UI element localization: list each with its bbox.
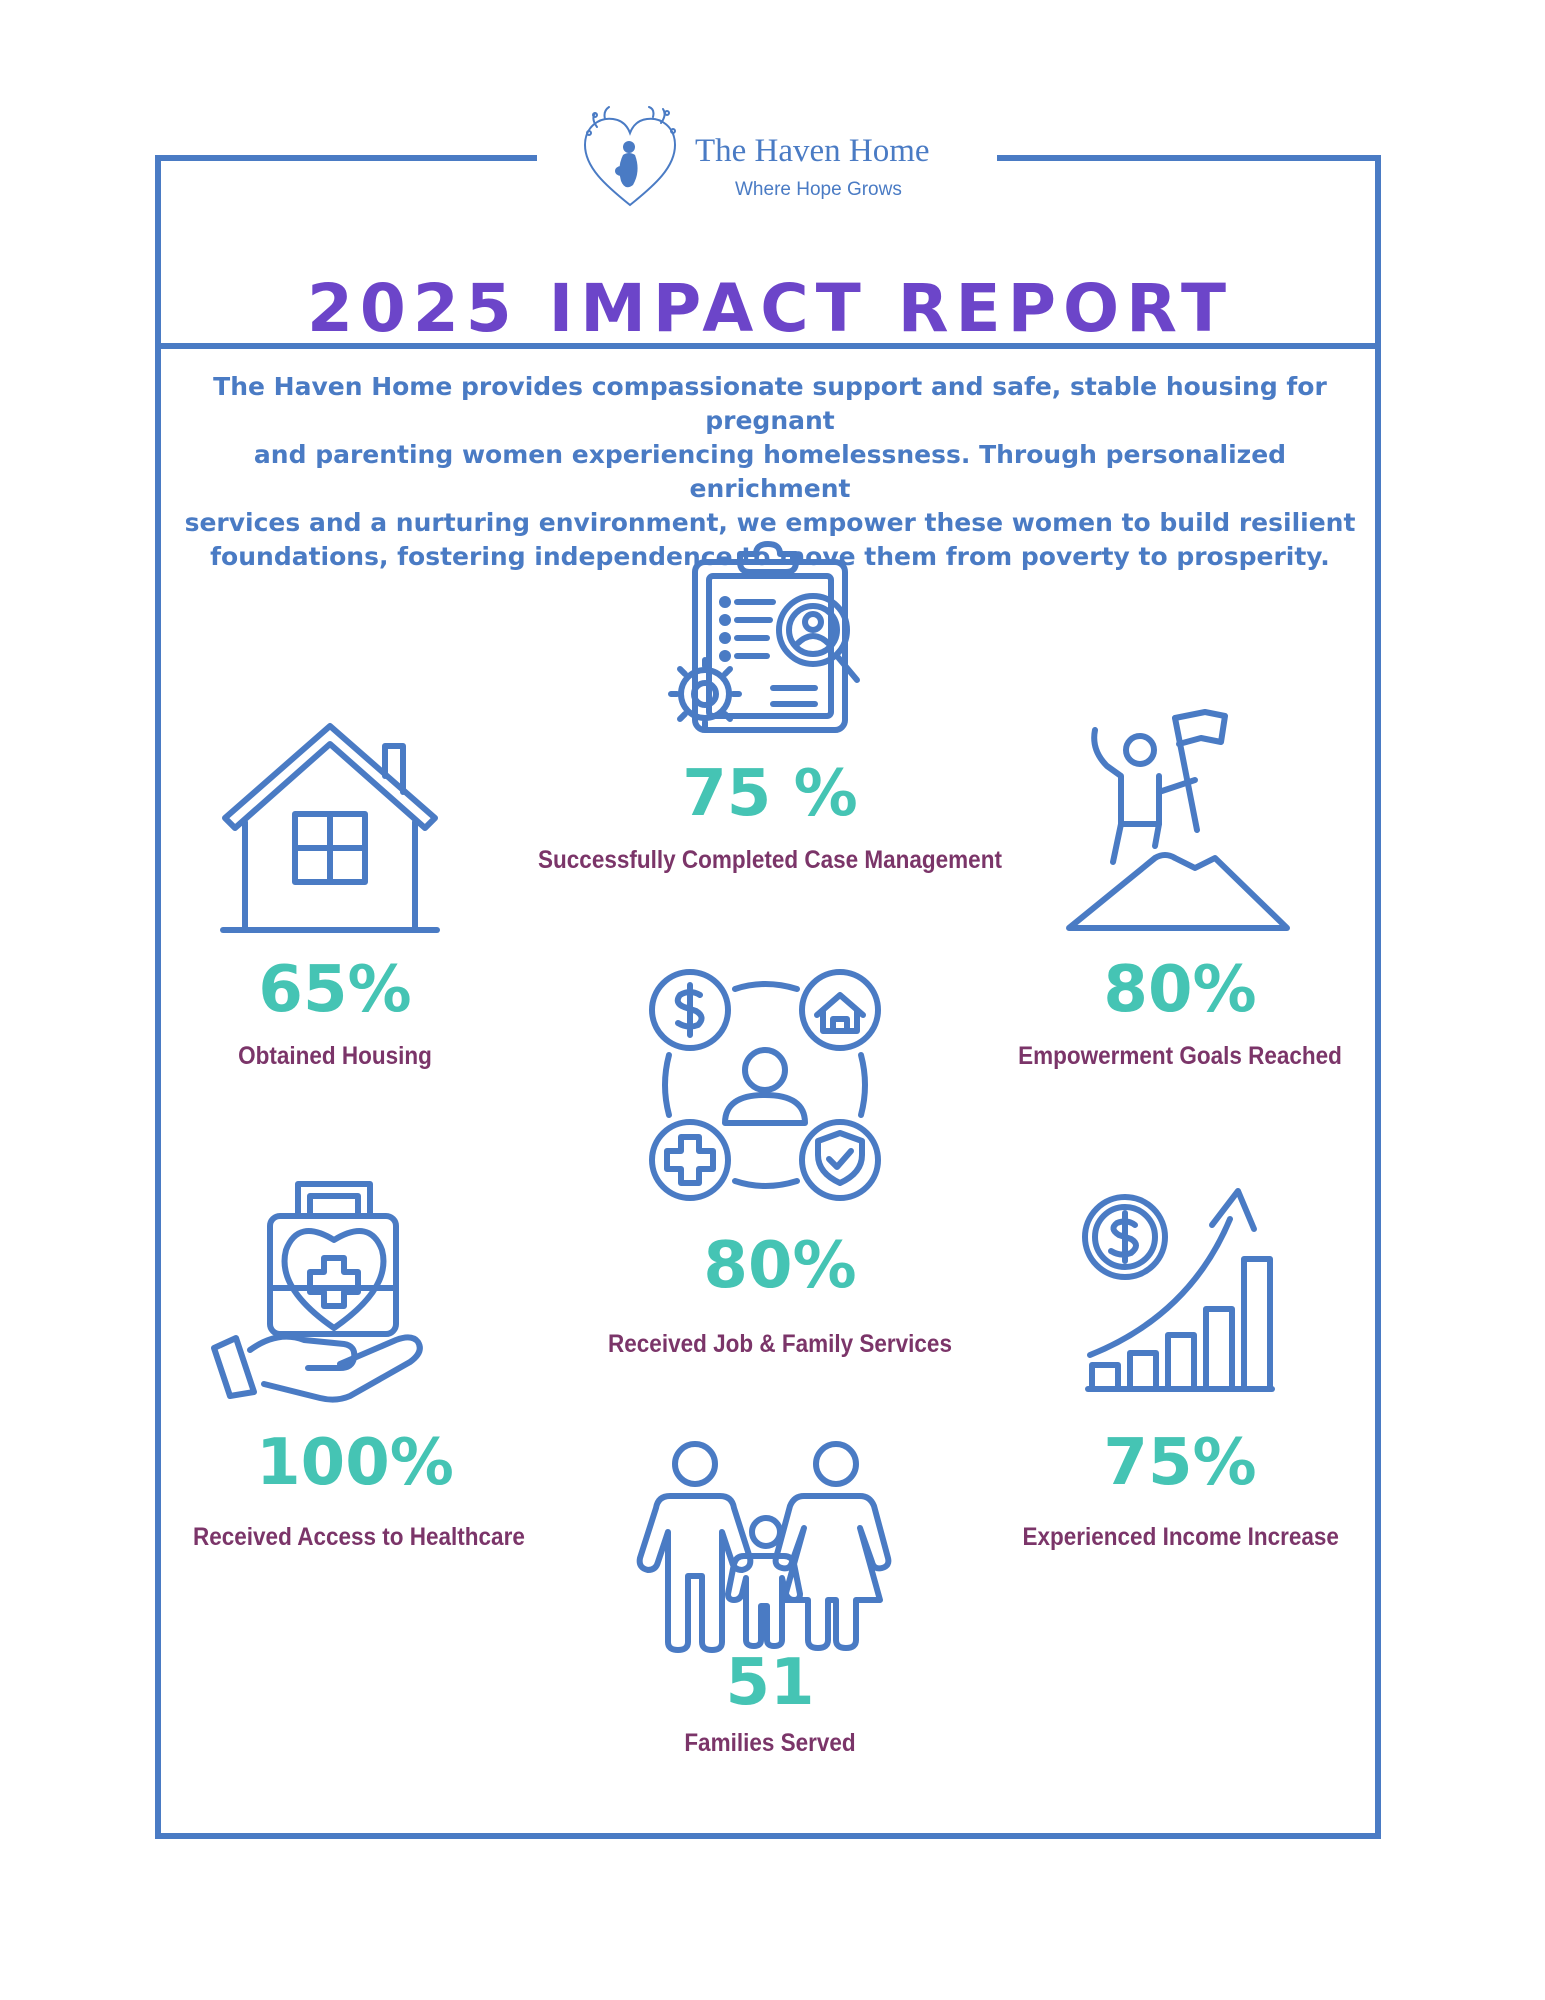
stat-case-management: 75 % Successfully Completed Case Managem…	[460, 756, 1080, 876]
stat-value: 100%	[256, 1426, 454, 1500]
stat-families-served: 51 Families Served	[620, 1645, 920, 1759]
stat-value: 75%	[1103, 1426, 1257, 1500]
income-growth-icon	[1082, 1188, 1275, 1392]
healthcare-hand-icon	[211, 1181, 423, 1403]
stat-income-increase: 75% Experienced Income Increase	[1005, 1425, 1355, 1553]
stat-label: Empowerment Goals Reached	[1018, 1042, 1342, 1070]
family-icon	[636, 1441, 892, 1653]
stat-label: Received Job & Family Services	[608, 1330, 952, 1358]
heart-mother-logo-icon	[583, 106, 677, 207]
services-network-icon	[649, 969, 881, 1201]
report-title: 2025 IMPACT REPORT	[307, 270, 1233, 347]
frame-left	[155, 155, 161, 1839]
brand-logo: The Haven Home Where Hope Grows	[575, 105, 995, 215]
brand-tagline: Where Hope Grows	[735, 179, 902, 200]
frame-bottom	[155, 1833, 1381, 1839]
intro-line: services and a nurturing environment, we…	[184, 508, 1356, 537]
stat-empowerment-goals: 80% Empowerment Goals Reached	[1000, 952, 1360, 1072]
stat-label: Received Access to Healthcare	[193, 1523, 525, 1551]
stat-value: 75 %	[682, 757, 858, 831]
stat-label: Successfully Completed Case Management	[538, 846, 1002, 874]
intro-line: and parenting women experiencing homeles…	[253, 440, 1287, 503]
stat-label: Experienced Income Increase	[1022, 1523, 1339, 1551]
clipboard-search-gear-icon	[668, 541, 860, 733]
climber-flag-icon	[1066, 709, 1290, 931]
stat-value: 51	[725, 1646, 815, 1720]
intro-line: The Haven Home provides compassionate su…	[213, 372, 1327, 435]
stat-healthcare-access: 100% Received Access to Healthcare	[175, 1425, 535, 1553]
frame-top-left	[155, 155, 537, 161]
stat-value: 80%	[703, 1229, 857, 1303]
stat-label: Families Served	[684, 1729, 856, 1757]
house-icon	[220, 723, 440, 933]
stat-obtained-housing: 65% Obtained Housing	[160, 952, 510, 1072]
stat-job-family-services: 80% Received Job & Family Services	[560, 1228, 1000, 1360]
stat-value: 65%	[258, 953, 412, 1027]
brand-name: The Haven Home	[695, 133, 930, 169]
stat-value: 80%	[1103, 953, 1257, 1027]
stat-label: Obtained Housing	[238, 1042, 432, 1070]
title-divider	[155, 343, 1381, 349]
frame-top-right	[997, 155, 1381, 161]
frame-right	[1375, 155, 1381, 1839]
